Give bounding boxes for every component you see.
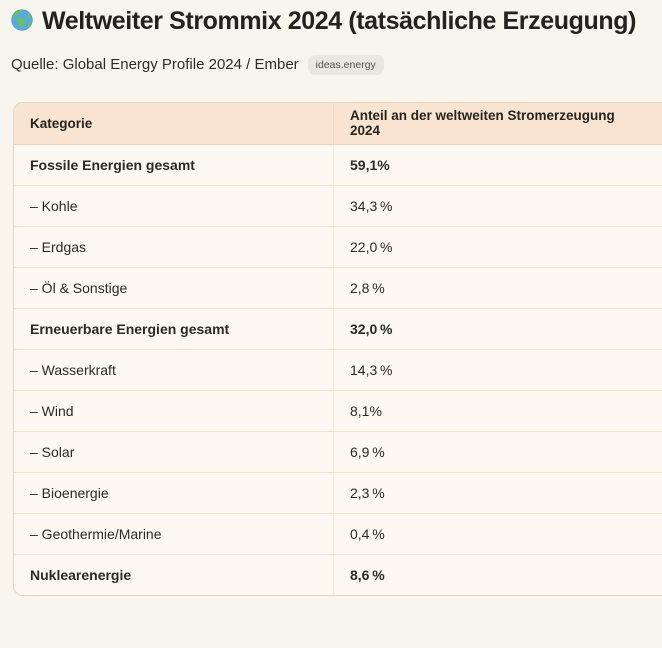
category-cell: Erneuerbare Energien gesamt <box>14 308 334 350</box>
strommix-table: Kategorie Anteil an der weltweiten Strom… <box>13 101 662 596</box>
table-row: Nuklearenergie 8,6 % <box>14 554 662 595</box>
page-title: Weltweiter Strommix 2024 (tatsächliche E… <box>10 6 642 36</box>
source-row: Quelle: Global Energy Profile 2024 / Emb… <box>11 55 662 75</box>
category-cell: Fossile Energien gesamt <box>14 144 334 186</box>
table-row: Fossile Energien gesamt 59,1% <box>14 144 662 186</box>
value-cell: 8,1% <box>333 390 662 432</box>
category-cell: – Bioenergie <box>14 472 334 514</box>
column-header-anteil: Anteil an der weltweiten Stromerzeugung … <box>333 102 662 145</box>
value-cell: 34,3 % <box>333 185 662 227</box>
category-cell: – Erdgas <box>14 226 334 268</box>
value-cell: 6,9 % <box>333 431 662 473</box>
value-cell: 14,3 % <box>333 349 662 391</box>
table-row: – Öl & Sonstige 2,8 % <box>14 267 662 309</box>
value-cell: 0,4 % <box>333 513 662 555</box>
category-cell: – Geothermie/Marine <box>14 513 334 555</box>
table-row: Erneuerbare Energien gesamt 32,0 % <box>14 308 662 350</box>
table-row: – Erdgas 22,0 % <box>14 226 662 268</box>
source-text: Quelle: Global Energy Profile 2024 / Emb… <box>11 56 299 74</box>
page: Weltweiter Strommix 2024 (tatsächliche E… <box>0 6 662 648</box>
value-cell: 2,3 % <box>333 472 662 514</box>
category-cell: – Öl & Sonstige <box>14 267 334 309</box>
category-cell: – Kohle <box>14 185 334 227</box>
table-row: – Solar 6,9 % <box>14 431 662 473</box>
table-row: – Kohle 34,3 % <box>14 185 662 227</box>
category-cell: – Wind <box>14 390 334 432</box>
globe-icon <box>10 8 34 32</box>
category-cell: – Solar <box>14 431 334 473</box>
value-cell: 2,8 % <box>333 267 662 309</box>
source-citation-badge[interactable]: ideas.energy <box>307 55 384 75</box>
category-cell: Nuklearenergie <box>14 554 334 595</box>
column-header-kategorie: Kategorie <box>14 102 334 145</box>
table-row: – Wind 8,1% <box>14 390 662 432</box>
value-cell: 8,6 % <box>350 566 385 583</box>
table-row: – Geothermie/Marine 0,4 % <box>14 513 662 555</box>
value-cell: 32,0 % <box>333 308 662 350</box>
table-row: – Wasserkraft 14,3 % <box>14 349 662 391</box>
table-row: – Bioenergie 2,3 % <box>14 472 662 514</box>
table-header-row: Kategorie Anteil an der weltweiten Strom… <box>14 102 662 145</box>
page-title-text: Weltweiter Strommix 2024 (tatsächliche E… <box>42 7 636 35</box>
value-cell: 22,0 % <box>333 226 662 268</box>
value-cell: 59,1% <box>333 144 662 186</box>
category-cell: – Wasserkraft <box>14 349 334 391</box>
